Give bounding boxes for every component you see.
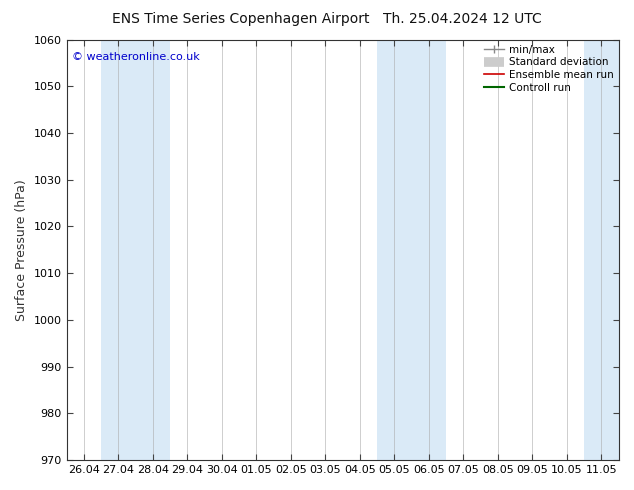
Y-axis label: Surface Pressure (hPa): Surface Pressure (hPa) [15, 179, 28, 321]
Bar [101, 40, 170, 460]
Bar [377, 40, 446, 460]
Text: ENS Time Series Copenhagen Airport: ENS Time Series Copenhagen Airport [112, 12, 370, 26]
Bar [584, 40, 619, 460]
Text: Th. 25.04.2024 12 UTC: Th. 25.04.2024 12 UTC [384, 12, 542, 26]
Text: © weatheronline.co.uk: © weatheronline.co.uk [72, 52, 200, 62]
Legend: min/max, Standard deviation, Ensemble mean run, Controll run: min/max, Standard deviation, Ensemble me… [481, 43, 616, 95]
